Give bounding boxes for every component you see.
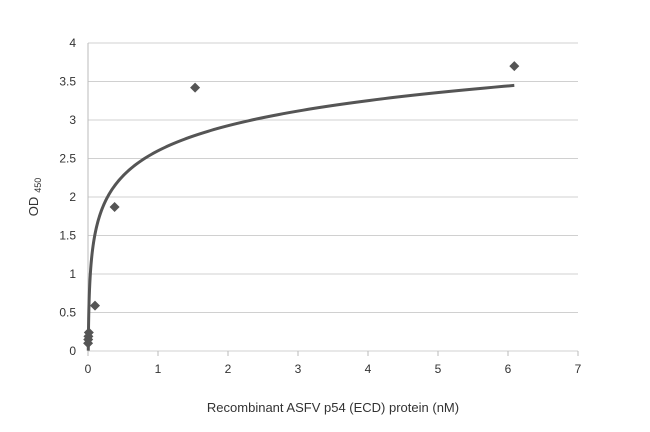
x-tick-label: 3 (295, 362, 302, 376)
y-tick-label: 4 (69, 36, 76, 50)
x-axis-label: Recombinant ASFV p54 (ECD) protein (nM) (207, 400, 459, 415)
tick-labels: 0 0.5 1 1.5 2 2.5 3 3.5 4 0 1 2 3 4 5 6 7 (59, 36, 581, 376)
y-tick-label: 1 (69, 267, 76, 281)
x-tick-label: 6 (505, 362, 512, 376)
x-tick-label: 4 (365, 362, 372, 376)
y-tick-label: 0.5 (59, 306, 76, 320)
trendline (86, 83, 515, 351)
y-axis-label: OD450 (26, 178, 43, 217)
y-tick-label: 3 (69, 113, 76, 127)
x-tick-label: 5 (435, 362, 442, 376)
x-tick-label: 2 (225, 362, 232, 376)
data-point (190, 82, 201, 93)
y-tick-label: 2 (69, 190, 76, 204)
y-tick-label: 0 (69, 344, 76, 358)
y-tick-label: 1.5 (59, 229, 76, 243)
x-tick-label: 7 (575, 362, 582, 376)
data-point (509, 61, 520, 72)
data-point (83, 327, 94, 338)
y-tick-label: 3.5 (59, 75, 76, 89)
x-tick-label: 1 (155, 362, 162, 376)
axes (87, 43, 579, 356)
grid-lines (88, 42, 578, 352)
data-point (90, 300, 100, 311)
x-tick-label: 0 (85, 362, 92, 376)
y-tick-label: 2.5 (59, 152, 76, 166)
data-point (109, 202, 120, 213)
data-points (83, 61, 520, 349)
